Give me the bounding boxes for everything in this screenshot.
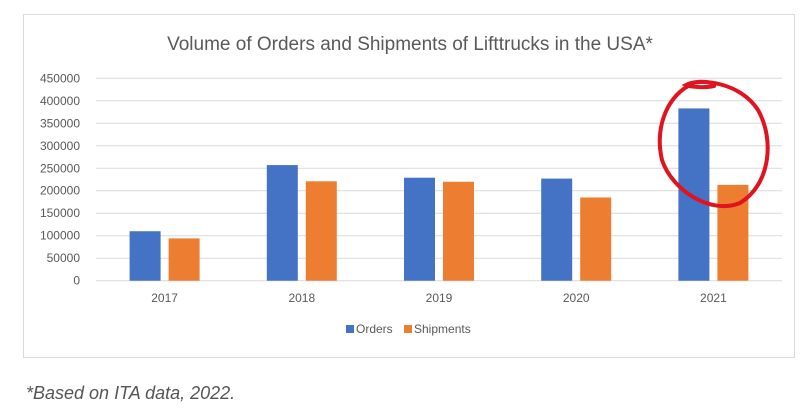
legend-label-orders: Orders (356, 322, 393, 336)
y-axis-ticks: 0 50000 100000 150000 200000 250000 300000 3500… (40, 71, 80, 287)
x-tick-label: 2021 (700, 291, 727, 305)
bars (129, 108, 749, 281)
bar-orders-2020 (541, 178, 573, 281)
x-tick-label: 2019 (426, 291, 453, 305)
x-tick-label: 2020 (563, 291, 590, 305)
y-tick-label: 100000 (40, 229, 80, 243)
y-tick-label: 450000 (40, 71, 80, 85)
y-tick-label: 200000 (40, 184, 80, 198)
y-tick-label: 400000 (40, 94, 80, 108)
bar-shipments-2017 (168, 238, 200, 281)
bar-orders-2017 (129, 231, 161, 281)
legend-label-shipments: Shipments (414, 322, 471, 336)
legend: Orders Shipments (346, 322, 471, 336)
y-tick-label: 250000 (40, 161, 80, 175)
legend-swatch-shipments (404, 325, 412, 333)
x-axis-ticks: 2017 2018 2019 2020 2021 (151, 291, 727, 305)
bar-shipments-2019 (443, 181, 474, 281)
footnote: *Based on ITA data, 2022. (26, 383, 236, 403)
y-tick-label: 300000 (40, 139, 80, 153)
y-tick-label: 0 (73, 274, 80, 288)
y-tick-label: 350000 (40, 116, 80, 130)
x-tick-label: 2018 (288, 291, 315, 305)
bar-orders-2021 (678, 108, 710, 281)
bar-orders-2019 (404, 177, 435, 281)
chart-title: Volume of Orders and Shipments of Lifttr… (167, 34, 653, 55)
y-tick-label: 50000 (47, 251, 81, 265)
y-tick-label: 150000 (40, 206, 80, 220)
legend-swatch-orders (346, 325, 354, 333)
x-tick-label: 2017 (151, 291, 178, 305)
bar-shipments-2020 (580, 197, 612, 281)
bar-shipments-2018 (305, 181, 337, 281)
red-circle-annotation (657, 79, 770, 209)
bar-orders-2018 (266, 165, 298, 281)
